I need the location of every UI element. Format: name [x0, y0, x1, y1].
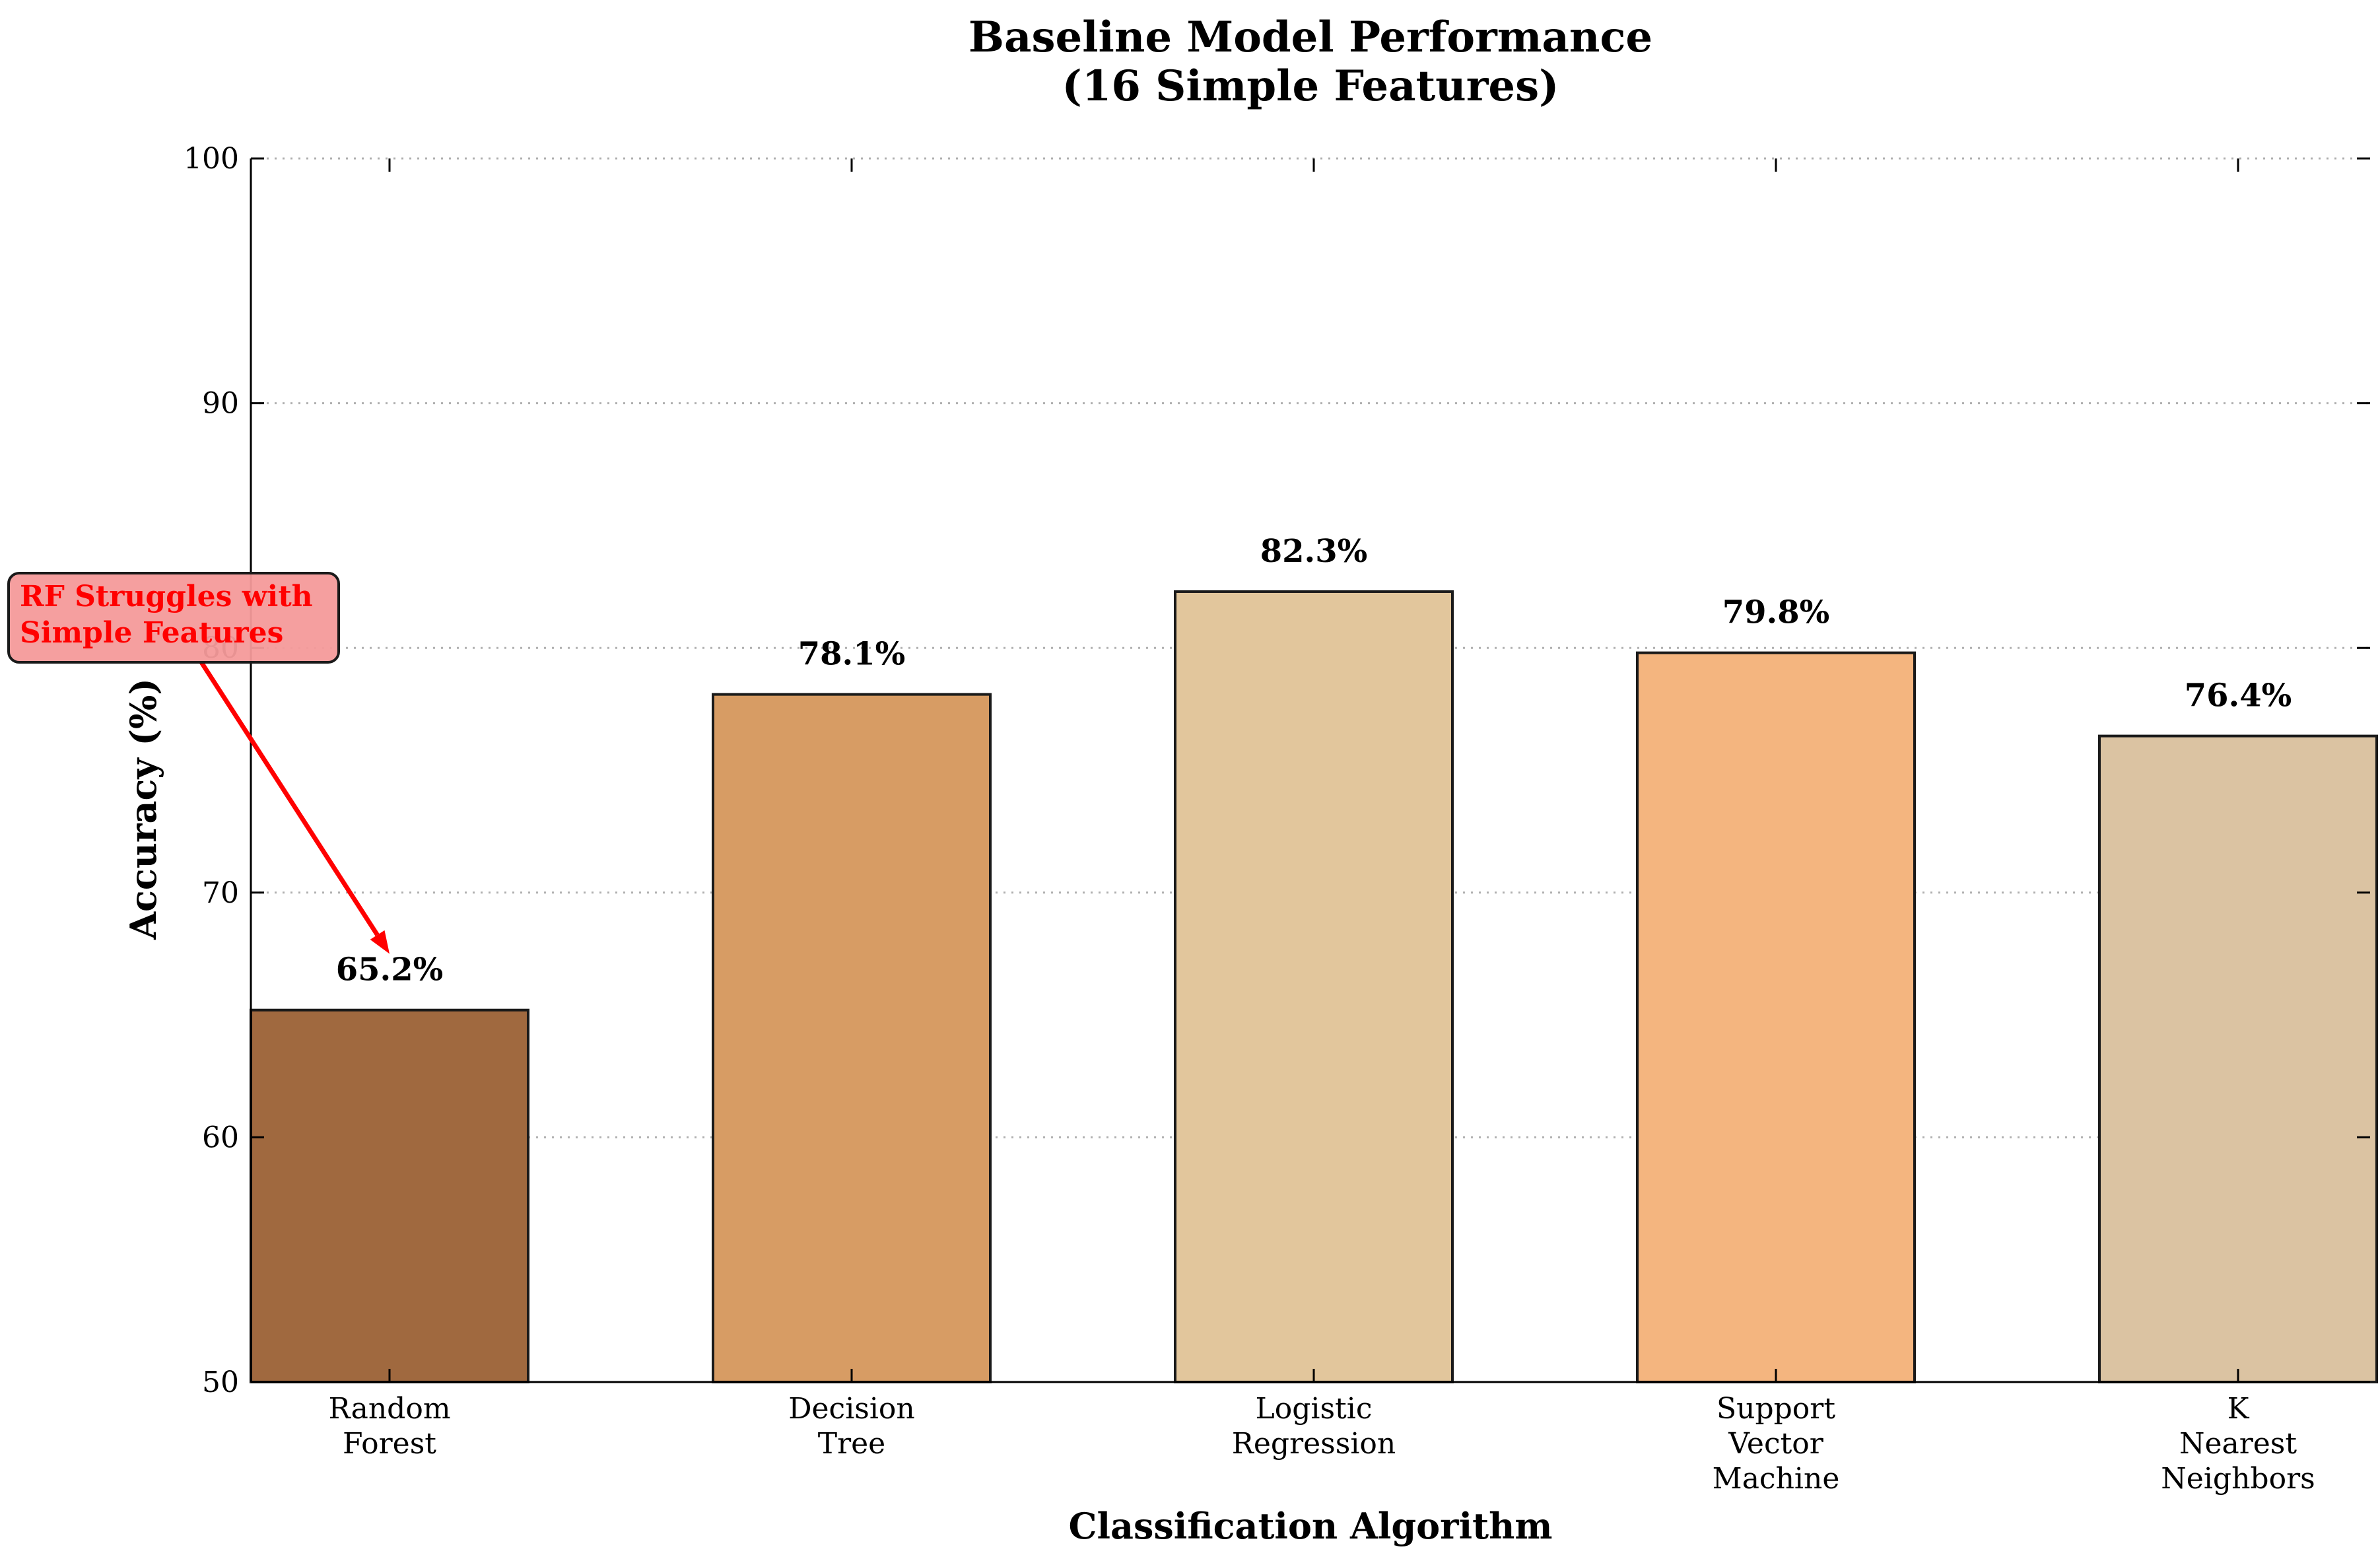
x-tick-label: Support [1717, 1392, 1835, 1426]
annotation-arrow [199, 661, 380, 936]
y-axis-label: Accuracy (%) [122, 678, 164, 940]
title-line: Baseline Model Performance [969, 13, 1652, 62]
x-tick-label: Machine [1713, 1462, 1840, 1496]
annotation-text: RF Struggles with [20, 580, 313, 613]
annotation-box [7, 572, 340, 664]
bar [2098, 734, 2378, 1383]
y-tick-label: 50 [202, 1366, 239, 1399]
x-tick-label: Neighbors [2161, 1462, 2315, 1496]
bar [250, 1008, 529, 1383]
chart-title: Baseline Model Performance(16 Simple Fea… [969, 13, 1652, 111]
y-tick-label: 100 [184, 142, 239, 176]
axes [250, 157, 2370, 1383]
x-tick-label: Vector [1728, 1427, 1824, 1461]
annotation-text: Simple Features [20, 616, 283, 650]
bar [712, 693, 992, 1383]
y-tick-label: 90 [202, 387, 239, 421]
value-label: 65.2% [336, 952, 444, 988]
y-tick-label: 70 [202, 876, 239, 910]
x-tick-label: Decision [788, 1392, 915, 1426]
bar [1636, 651, 1916, 1383]
value-label: 79.8% [1722, 594, 1830, 631]
x-tick-label: K [2227, 1392, 2250, 1426]
value-label: 78.1% [798, 636, 906, 673]
annotation-arrowhead [370, 930, 390, 954]
x-tick-label: Logistic [1256, 1392, 1373, 1426]
bar [1174, 590, 1454, 1383]
bars [250, 590, 2378, 1383]
x-tick-label: Forest [343, 1427, 436, 1461]
x-tick-label: Random [328, 1392, 450, 1426]
x-tick-label: Nearest [2179, 1427, 2297, 1461]
x-axis-label: Classification Algorithm [1069, 1505, 1553, 1547]
value-label: 76.4% [2185, 677, 2292, 714]
value-labels: 65.2% 78.1% 82.3% 79.8% 76.4% [336, 533, 2292, 988]
y-tick-label: 60 [202, 1121, 239, 1154]
title-line: (16 Simple Features) [1062, 61, 1559, 111]
x-tick-label: Regression [1232, 1427, 1396, 1461]
value-label: 82.3% [1260, 533, 1368, 570]
x-tick-label: Tree [818, 1427, 885, 1461]
